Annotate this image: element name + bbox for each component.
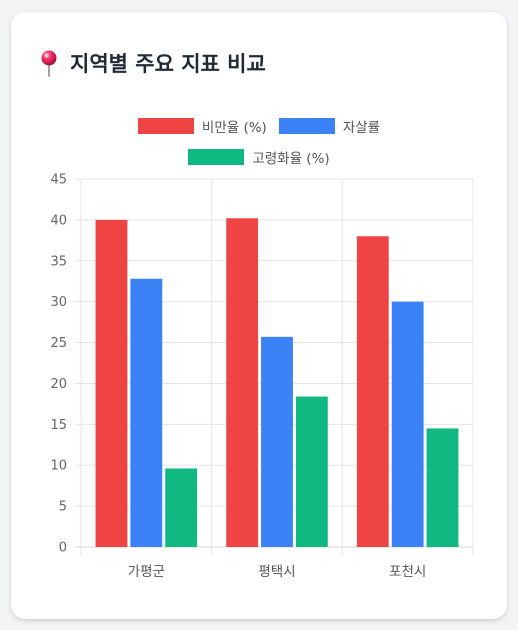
legend-item-obesity[interactable]: 비만율 (%) (137, 116, 267, 136)
y-tick-label: 25 (50, 336, 67, 351)
page-title: 지역별 주요 지표 비교 (70, 52, 266, 76)
y-tick-label: 10 (50, 459, 67, 474)
x-tick-label: 가평군 (128, 564, 165, 580)
bar (226, 218, 259, 547)
bar (295, 396, 328, 547)
x-tick-label: 평택시 (258, 564, 295, 580)
chart-legend: 비만율 (%) 자살률 고령화율 (%) (0, 116, 518, 178)
pin-icon (41, 50, 57, 77)
legend-swatch-aging (188, 149, 245, 165)
legend-row-2: 고령화율 (%) (0, 147, 518, 167)
x-tick-label: 포천시 (389, 564, 426, 580)
y-tick-label: 15 (50, 418, 67, 433)
bar (426, 428, 459, 547)
bar (165, 468, 198, 547)
legend-label-obesity: 비만율 (%) (201, 120, 267, 136)
legend-label-aging: 고령화율 (%) (252, 151, 330, 167)
chart-header: 지역별 주요 지표 비교 (38, 48, 266, 78)
legend-swatch-suicide (278, 118, 335, 134)
legend-row-1: 비만율 (%) 자살률 (0, 116, 518, 136)
legend-item-aging[interactable]: 고령화율 (%) (188, 147, 330, 167)
y-tick-label: 40 (50, 213, 67, 228)
legend-swatch-obesity (137, 118, 194, 134)
y-tick-label: 0 (59, 541, 67, 556)
y-tick-label: 45 (50, 173, 67, 188)
bar (356, 236, 389, 547)
bar (130, 278, 163, 547)
y-tick-label: 5 (59, 500, 67, 515)
legend-label-suicide: 자살률 (342, 120, 381, 136)
y-tick-label: 35 (50, 254, 67, 269)
chart-card (11, 12, 507, 619)
bar (95, 219, 128, 547)
y-tick-label: 20 (50, 377, 67, 392)
y-tick-label: 30 (50, 295, 67, 310)
legend-item-suicide[interactable]: 자살률 (278, 116, 381, 136)
bar (261, 336, 293, 547)
bar (391, 301, 424, 547)
